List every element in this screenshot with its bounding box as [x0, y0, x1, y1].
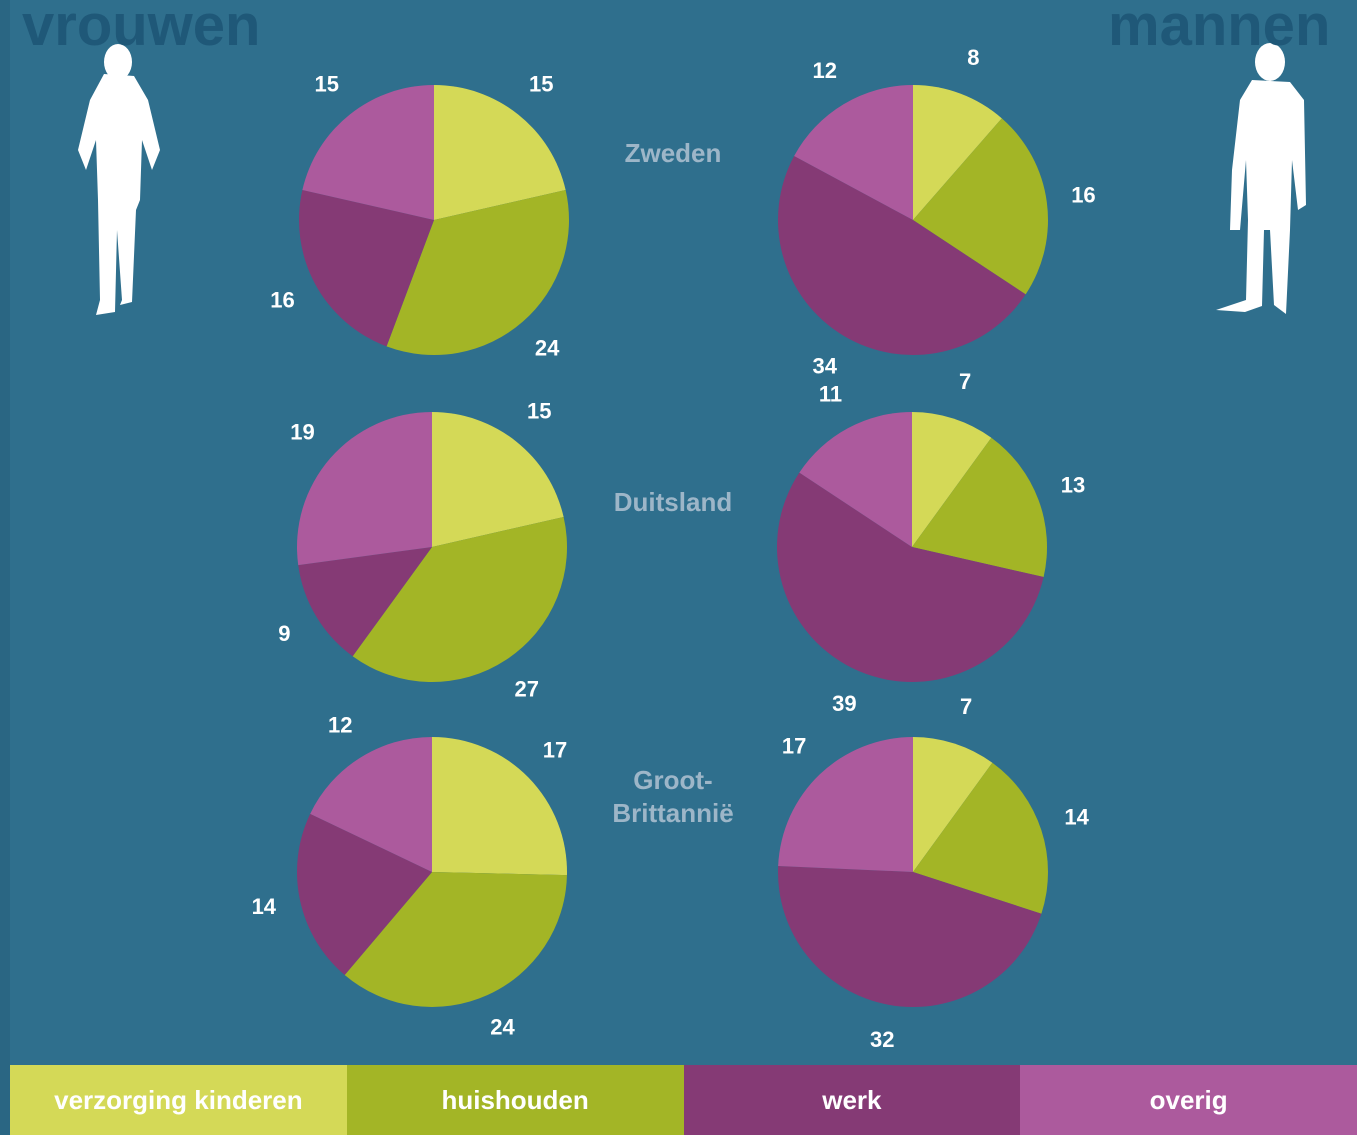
- woman-silhouette: [78, 44, 160, 315]
- man-silhouette: [1216, 43, 1306, 314]
- group-label: vrouwen: [22, 0, 261, 58]
- value-label: 12: [328, 712, 352, 737]
- value-label: 27: [515, 676, 539, 701]
- value-label: 17: [543, 738, 567, 763]
- pie-slice: [432, 737, 567, 876]
- value-label: 12: [813, 58, 837, 83]
- value-label: 9: [278, 621, 290, 646]
- value-label: 15: [529, 71, 553, 96]
- pie-slice: [298, 547, 432, 657]
- value-label: 14: [252, 894, 277, 919]
- pie-slice: [296, 412, 432, 566]
- value-label: 15: [315, 71, 339, 96]
- country-label: Duitsland: [613, 487, 733, 517]
- value-label: 8: [967, 45, 979, 70]
- legend-item: huishouden: [346, 1065, 684, 1135]
- value-label: 19: [290, 420, 314, 445]
- legend-item: verzorging kinderen: [10, 1065, 347, 1135]
- country-label: Groot-Brittannië: [612, 765, 734, 828]
- value-label: 7: [959, 369, 971, 394]
- country-label: Zweden: [624, 138, 722, 168]
- edge: [0, 0, 10, 1135]
- pie-slice: [386, 189, 569, 355]
- pie-slice: [344, 872, 567, 1008]
- value-label: 15: [527, 398, 551, 423]
- pie-slice: [913, 85, 1002, 220]
- value-label: 11: [819, 381, 842, 406]
- pie-slice: [912, 437, 1047, 578]
- group-label: mannen: [1108, 0, 1331, 58]
- pie-slice: [434, 85, 566, 220]
- pie-slice: [299, 189, 434, 347]
- pie-slice: [302, 85, 434, 220]
- pie-slice: [794, 85, 913, 220]
- pie-slice: [778, 156, 1026, 355]
- pie-slice: [352, 516, 568, 683]
- value-label: 16: [1071, 183, 1095, 208]
- value-label: 7: [960, 694, 972, 719]
- pie-slice: [913, 737, 993, 872]
- value-label: 24: [535, 335, 560, 360]
- pie-slice: [310, 737, 432, 872]
- value-label: 14: [1064, 805, 1089, 830]
- pie-slice: [778, 865, 1042, 1007]
- pie-slice: [432, 411, 564, 547]
- value-label: 17: [782, 733, 806, 758]
- legend-item: overig: [1020, 1065, 1357, 1135]
- pie-slice: [297, 813, 432, 975]
- value-label: 32: [870, 1027, 894, 1052]
- value-label: 16: [270, 287, 294, 312]
- pie-slice: [912, 412, 992, 547]
- pie-slice: [913, 118, 1048, 295]
- pie-slice: [776, 472, 1044, 682]
- pie-slice: [799, 412, 912, 547]
- legend: verzorging kinderen huishouden werk overig: [10, 1065, 1357, 1135]
- value-label: 34: [813, 353, 838, 378]
- pie-slice: [913, 762, 1048, 914]
- value-label: 13: [1061, 472, 1085, 497]
- value-label: 39: [832, 691, 856, 716]
- pie-slice: [778, 737, 913, 872]
- legend-item: werk: [683, 1065, 1021, 1135]
- value-label: 24: [490, 1015, 515, 1040]
